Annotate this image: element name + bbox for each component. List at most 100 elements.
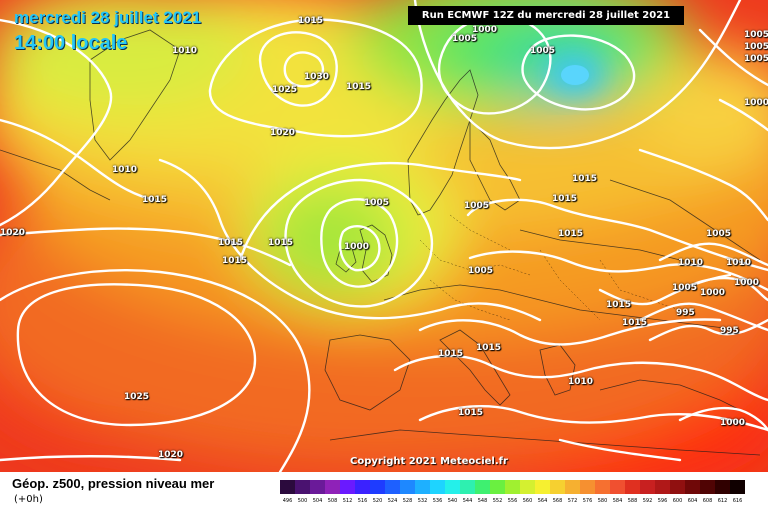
isobar-label: 1005: [530, 46, 556, 56]
color-scale-swatch: [370, 480, 385, 494]
color-scale-swatch: [400, 480, 415, 494]
color-scale-swatch: [640, 480, 655, 494]
isobar-label: 1020: [158, 450, 184, 460]
run-info-banner: Run ECMWF 12Z du mercredi 28 juillet 202…: [408, 6, 684, 25]
isobar-label: 1015: [268, 238, 294, 248]
isobar-label: 995: [720, 326, 739, 336]
isobar-label: 1000: [720, 418, 746, 428]
isobar-label: 1005: [744, 54, 768, 64]
color-scale-label: 556: [507, 498, 518, 504]
isobar-label: 1015: [572, 174, 598, 184]
field-label: Géop. z500, pression niveau mer: [12, 476, 215, 491]
copyright-notice: Copyright 2021 Meteociel.fr: [350, 456, 508, 467]
color-scale-swatch: [685, 480, 700, 494]
color-scale-swatch: [595, 480, 610, 494]
color-scale-swatch: [340, 480, 355, 494]
color-scale-label: 596: [657, 498, 668, 504]
color-scale-label: 524: [387, 498, 398, 504]
color-scale-swatch: [715, 480, 730, 494]
field-shading: [0, 0, 768, 472]
isobar-label: 1005: [464, 201, 490, 211]
isobar-label: 1030: [304, 72, 330, 82]
color-scale-swatch: [430, 480, 445, 494]
isobar-label: 1000: [700, 288, 726, 298]
isobar-label: 1015: [476, 343, 502, 353]
color-scale-swatch: [445, 480, 460, 494]
isobar-label: 1000: [734, 278, 760, 288]
isobar-label: 1015: [606, 300, 632, 310]
color-scale-swatch: [385, 480, 400, 494]
color-scale-swatch: [625, 480, 640, 494]
color-scale-label: 588: [627, 498, 638, 504]
color-scale-label: 600: [672, 498, 683, 504]
isobar-label: 1005: [452, 34, 478, 44]
isobar-label: 1010: [568, 377, 594, 387]
color-scale-label: 512: [342, 498, 353, 504]
color-scale-label: 584: [612, 498, 623, 504]
color-scale-swatch: [310, 480, 325, 494]
isobar-label: 1000: [472, 25, 498, 35]
color-scale-label: 528: [402, 498, 413, 504]
color-scale-swatch: [325, 480, 340, 494]
color-scale-swatch: [475, 480, 490, 494]
forecast-step-label: (+0h): [14, 494, 43, 505]
color-scale-label: 580: [597, 498, 608, 504]
isobar-label: 1015: [222, 256, 248, 266]
color-scale-swatch: [520, 480, 535, 494]
color-scale-label: 572: [567, 498, 578, 504]
isobar-label: 1025: [272, 85, 298, 95]
color-scale-label: 560: [522, 498, 533, 504]
isobar-label: 1025: [124, 392, 150, 402]
isobar-label: 1000: [744, 98, 768, 108]
isobar-label: 1010: [678, 258, 704, 268]
isobar-label: 1010: [172, 46, 198, 56]
color-scale-label: 548: [477, 498, 488, 504]
color-scale-swatch: [550, 480, 565, 494]
color-scale-label: 608: [702, 498, 713, 504]
isobar-label: 1015: [298, 16, 324, 26]
color-scale-swatch: [295, 480, 310, 494]
low-center: [561, 65, 589, 85]
isobar-label: 1005: [468, 266, 494, 276]
isobar-label: 1015: [458, 408, 484, 418]
isobar-label: 1005: [744, 30, 768, 40]
color-scale-swatch: [460, 480, 475, 494]
color-scale-label: 544: [462, 498, 473, 504]
isobar-label: 1020: [270, 128, 296, 138]
color-scale-label: 568: [552, 498, 563, 504]
isobar-label: 1015: [622, 318, 648, 328]
color-scale-label: 612: [717, 498, 728, 504]
color-scale-swatch: [505, 480, 520, 494]
isobar-label: 1005: [744, 42, 768, 52]
color-scale-label: 496: [282, 498, 293, 504]
color-scale-swatch: [655, 480, 670, 494]
isobar-label: 1015: [552, 194, 578, 204]
isobar-label: 1005: [364, 198, 390, 208]
color-scale-label: 536: [432, 498, 443, 504]
isobar-label: 1015: [438, 349, 464, 359]
color-scale: [280, 480, 745, 494]
color-scale-label: 604: [687, 498, 698, 504]
isobar-label: 1000: [344, 242, 370, 252]
color-scale-label: 508: [327, 498, 338, 504]
color-scale-label: 520: [372, 498, 383, 504]
isobars: [0, 0, 768, 472]
isobar-label: 1015: [218, 238, 244, 248]
isobar-label: 1020: [0, 228, 26, 238]
color-scale-label: 616: [732, 498, 743, 504]
color-scale-swatch: [730, 480, 745, 494]
isobar-label: 1015: [142, 195, 168, 205]
color-scale-swatch: [610, 480, 625, 494]
color-scale-swatch: [670, 480, 685, 494]
color-scale-swatch: [490, 480, 505, 494]
color-scale-swatch: [700, 480, 715, 494]
color-scale-swatch: [415, 480, 430, 494]
color-scale-label: 552: [492, 498, 503, 504]
color-scale-label: 576: [582, 498, 593, 504]
isobar-label: 995: [676, 308, 695, 318]
isobar-label: 1015: [558, 229, 584, 239]
color-scale-swatch: [565, 480, 580, 494]
weather-map: 1015 1010 1030 1025 1015 1020 1010 1015 …: [0, 0, 768, 472]
color-scale-swatch: [535, 480, 550, 494]
color-scale-label: 592: [642, 498, 653, 504]
